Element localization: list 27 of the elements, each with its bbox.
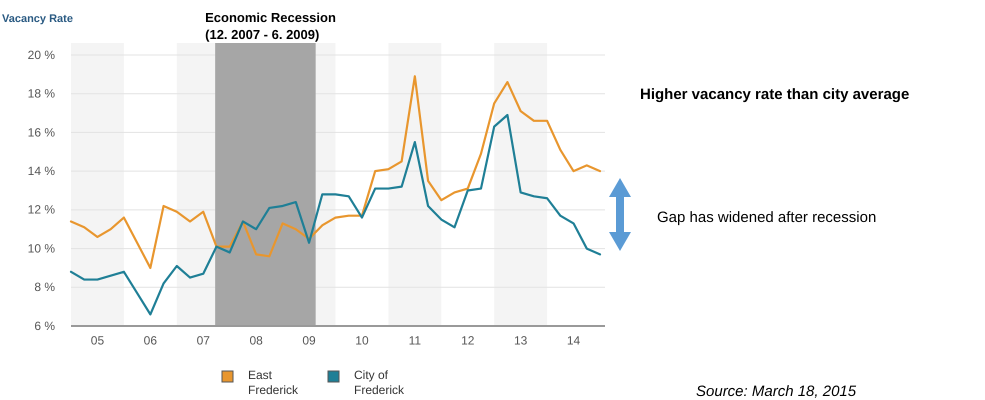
x-tick-label: 07 xyxy=(196,334,210,348)
x-tick-label: 13 xyxy=(514,334,528,348)
legend-label: City of Frederick xyxy=(354,368,406,397)
y-tick-label: 16 % xyxy=(28,125,56,140)
y-tick-label: 18 % xyxy=(28,86,56,101)
x-tick-label: 12 xyxy=(461,334,475,348)
line-series xyxy=(70,75,602,270)
x-tick-label: 14 xyxy=(566,334,581,348)
y-tick-label: 14 % xyxy=(28,164,56,178)
text: Gap has widened after recession xyxy=(657,209,876,226)
source-note: Source: March 18, 2015 xyxy=(696,383,857,400)
x-tick-label: 08 xyxy=(249,334,264,348)
y-tick-label: 6 % xyxy=(34,318,56,333)
x-tick-label: 11 xyxy=(408,334,422,348)
x-tick-label: 09 xyxy=(302,334,316,348)
text: Higher vacancy rate than city average xyxy=(640,86,910,103)
legend-label: East Frederick xyxy=(248,368,300,397)
x-tick-label: 05 xyxy=(90,334,104,348)
y-tick-label: 20 % xyxy=(28,48,56,62)
y-axis-title: Vacancy Rate xyxy=(2,13,73,25)
x-tick-label: 10 xyxy=(355,334,369,348)
x-tick-label: 06 xyxy=(144,334,158,348)
y-tick-label: 8 % xyxy=(34,280,56,294)
line-series xyxy=(70,114,602,316)
y-tick-label: 12 % xyxy=(28,202,56,217)
text: Economic Recession (12. 2007 - 6. 2009) xyxy=(205,10,336,42)
y-tick-label: 10 % xyxy=(28,241,56,256)
